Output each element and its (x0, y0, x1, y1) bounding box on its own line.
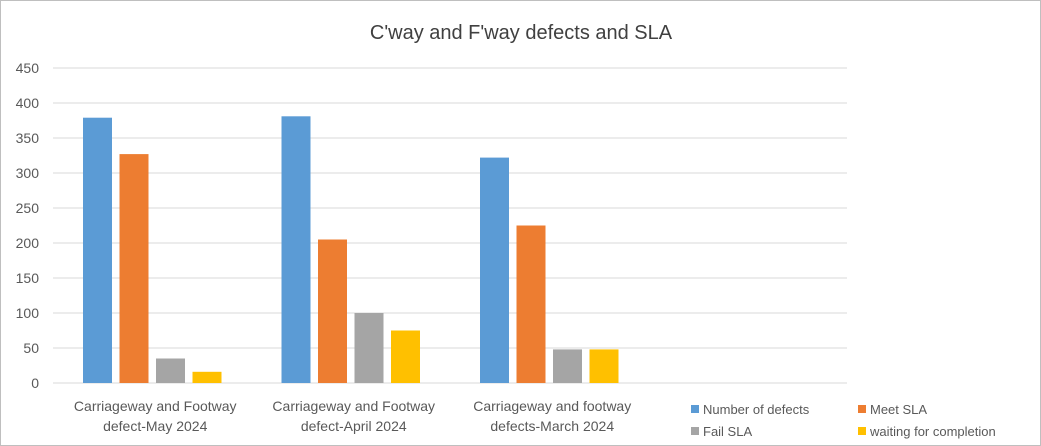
bar-number-of-defects (480, 157, 509, 383)
bar-fail-sla (354, 313, 384, 383)
chart-title: C'way and F'way defects and SLA (370, 22, 673, 44)
category-labels: Carriageway and Footway defect-May 2024 Ca… (74, 398, 631, 434)
bars (83, 116, 619, 384)
bar-meet-sla (516, 225, 546, 383)
y-tick-label: 400 (16, 95, 40, 111)
legend-label: Fail SLA (703, 424, 752, 439)
legend-swatch (858, 427, 866, 435)
bar-fail-sla (156, 358, 185, 383)
y-tick-label: 0 (31, 375, 39, 391)
category-label: Carriageway and Footway (272, 398, 435, 414)
category-label: Carriageway and Footway (74, 398, 237, 414)
legend-swatch (691, 405, 699, 413)
y-tick-label: 150 (16, 270, 40, 286)
bar-fail-sla (553, 349, 582, 383)
y-tick-label: 450 (16, 60, 40, 76)
bar-number-of-defects (281, 116, 311, 384)
y-tick-label: 300 (16, 165, 40, 181)
legend-label: Meet SLA (870, 402, 927, 417)
bar-meet-sla (119, 154, 149, 383)
bar-waiting-for-completion (391, 330, 420, 383)
y-tick-label: 50 (23, 340, 39, 356)
y-tick-label: 250 (16, 200, 40, 216)
legend-label: Number of defects (703, 402, 810, 417)
gridlines (53, 67, 847, 384)
y-axis-ticks: 0 50 100 150 200 250 300 350 400 450 (16, 60, 40, 391)
category-label: defects-March 2024 (490, 418, 614, 434)
y-tick-label: 100 (16, 305, 40, 321)
bar-meet-sla (318, 239, 347, 383)
bar-waiting-for-completion (589, 349, 619, 383)
bar-number-of-defects (83, 117, 112, 383)
category-label: defect-April 2024 (301, 418, 407, 434)
legend-label: waiting for completion (869, 424, 996, 439)
category-label: Carriageway and footway (473, 398, 631, 414)
y-tick-label: 200 (16, 235, 40, 251)
legend-swatch (858, 405, 866, 413)
legend-swatch (691, 427, 699, 435)
category-label: defect-May 2024 (103, 418, 207, 434)
y-tick-label: 350 (16, 130, 40, 146)
legend: Number of defects Meet SLA Fail SLA waiting… (691, 402, 996, 439)
bar-waiting-for-completion (192, 371, 222, 383)
